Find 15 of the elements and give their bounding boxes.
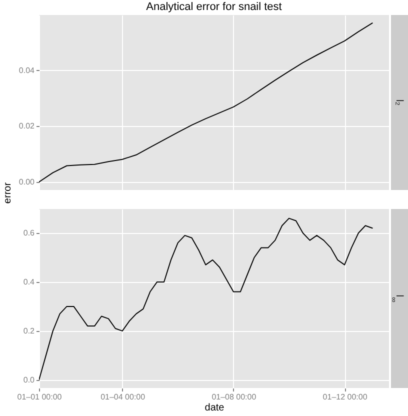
chart-title: Analytical error for snail test — [146, 1, 282, 13]
y-tick-label: 0.02 — [18, 122, 36, 131]
text: l₂ — [394, 99, 404, 106]
y-tick-label: 0.0 — [23, 375, 36, 384]
y-tick-label: 0.04 — [18, 66, 36, 75]
y-tick-label: 0.2 — [23, 326, 36, 336]
x-tick-label: 01–04 00:00 — [100, 392, 146, 402]
x-axis-title: date — [204, 402, 225, 414]
y-tick-label: 0.4 — [23, 277, 36, 286]
x-tick-label: 01–01 00:00 — [17, 392, 62, 402]
x-tick-label: 01–08 00:00 — [212, 392, 257, 402]
y-axis-title: error — [2, 182, 14, 204]
y-tick-label: 0.00 — [18, 177, 36, 186]
y-tick-label: 0.6 — [23, 228, 36, 238]
x-tick-label: 01–12 00:00 — [322, 392, 368, 402]
